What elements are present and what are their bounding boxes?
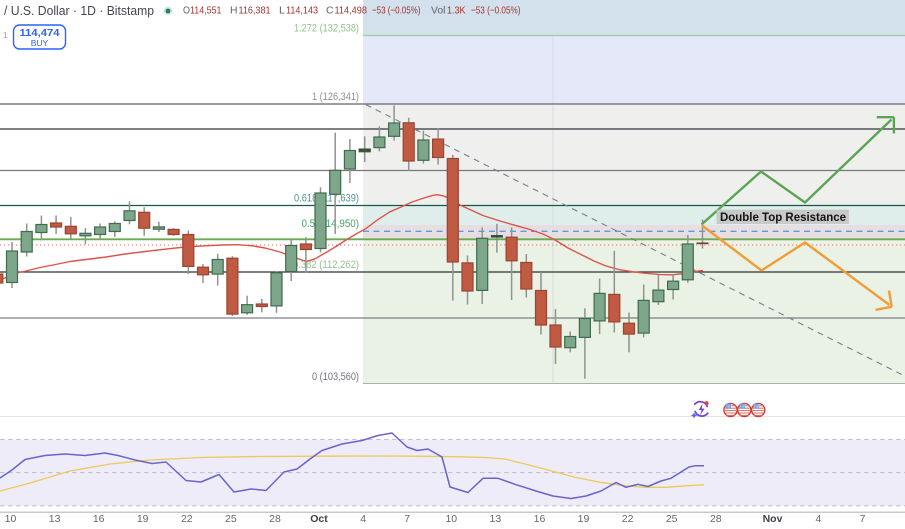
svg-text:1.272 (132,538): 1.272 (132,538) — [294, 22, 359, 34]
svg-text:114,498: 114,498 — [335, 5, 368, 17]
svg-text:C: C — [326, 5, 334, 17]
svg-text:−53 (−0.05%): −53 (−0.05%) — [471, 5, 521, 17]
svg-text:7: 7 — [860, 513, 866, 525]
svg-text:1 (126,341): 1 (126,341) — [312, 91, 359, 103]
svg-text:4: 4 — [360, 513, 366, 525]
svg-text:16: 16 — [534, 513, 546, 525]
svg-text:−53 (−0.05%): −53 (−0.05%) — [372, 5, 421, 17]
svg-text:BUY: BUY — [31, 38, 49, 48]
svg-text:114,551: 114,551 — [190, 5, 222, 17]
svg-text:22: 22 — [181, 513, 193, 525]
svg-text:116,381: 116,381 — [239, 5, 271, 17]
svg-text:13: 13 — [490, 513, 502, 525]
svg-text:Vol: Vol — [431, 5, 446, 17]
svg-text:114,474: 114,474 — [20, 27, 60, 39]
svg-text:Double Top Resistance: Double Top Resistance — [720, 210, 846, 224]
svg-text:28: 28 — [269, 513, 281, 525]
svg-text:19: 19 — [578, 513, 590, 525]
svg-text:25: 25 — [225, 513, 237, 525]
svg-text:L: L — [279, 5, 285, 17]
svg-text:0.382 (112,262): 0.382 (112,262) — [293, 259, 359, 271]
svg-text:22: 22 — [622, 513, 634, 525]
svg-text:19: 19 — [137, 513, 149, 525]
svg-text:4: 4 — [815, 513, 821, 525]
svg-text:H: H — [230, 5, 238, 17]
svg-text:10: 10 — [445, 513, 457, 525]
svg-text:7: 7 — [404, 513, 410, 525]
svg-text:0.5 (114,950): 0.5 (114,950) — [302, 218, 360, 230]
svg-text:114,143: 114,143 — [286, 5, 318, 17]
svg-text:Oct: Oct — [310, 513, 328, 525]
svg-text:/ U.S. Dollar · 1D · Bitstamp: / U.S. Dollar · 1D · Bitstamp — [4, 4, 154, 18]
svg-text:O: O — [183, 5, 190, 17]
svg-text:16: 16 — [93, 513, 105, 525]
svg-text:1.3K: 1.3K — [447, 5, 466, 17]
svg-text:1: 1 — [3, 30, 8, 40]
svg-text:25: 25 — [666, 513, 678, 525]
svg-text:13: 13 — [49, 513, 61, 525]
svg-text:10: 10 — [5, 513, 17, 525]
svg-text:Nov: Nov — [763, 513, 783, 525]
svg-text:0 (103,560): 0 (103,560) — [312, 371, 359, 383]
svg-text:28: 28 — [710, 513, 722, 525]
